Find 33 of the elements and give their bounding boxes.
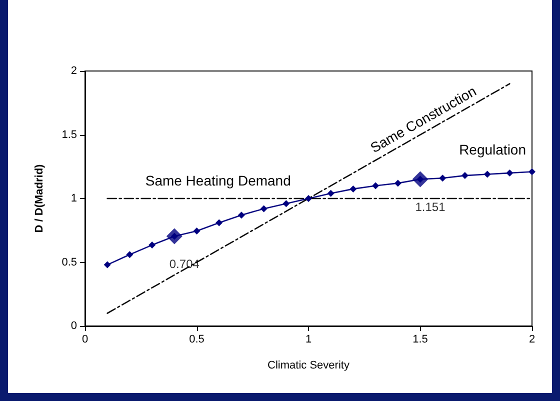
point (148, 242, 156, 249)
y-axis-title: D / D(Madrid) (34, 164, 46, 233)
series-label: Regulation (459, 142, 526, 158)
point (350, 185, 357, 192)
point (104, 261, 111, 268)
point (216, 219, 223, 226)
y-tick-label: 0.5 (62, 256, 77, 268)
x-axis-title: Climatic Severity (268, 360, 350, 372)
point (260, 205, 268, 212)
point (528, 168, 536, 176)
point (126, 251, 134, 258)
point (506, 170, 514, 176)
y-tick-label: 2 (70, 65, 77, 77)
point (461, 172, 468, 180)
point (484, 170, 491, 178)
series-label: Same Heating Demand (145, 172, 291, 188)
y-tick-label: 1.5 (62, 128, 77, 141)
x-tick-label: 0.5 (189, 334, 204, 346)
y-tick-label: 1 (70, 192, 77, 204)
y-tick-label: 0 (70, 320, 77, 332)
point (193, 228, 200, 235)
point (394, 180, 402, 187)
point (305, 195, 312, 202)
point (439, 174, 446, 182)
x-tick-label: 1 (305, 334, 312, 346)
point (282, 200, 290, 208)
x-tick-label: 0 (82, 334, 88, 346)
x-tick-label: 1.5 (412, 334, 428, 346)
point (372, 182, 380, 190)
data-label: 1.151 (415, 200, 446, 214)
point (238, 212, 245, 219)
x-tick-label: 2 (528, 334, 536, 346)
point (327, 190, 334, 197)
